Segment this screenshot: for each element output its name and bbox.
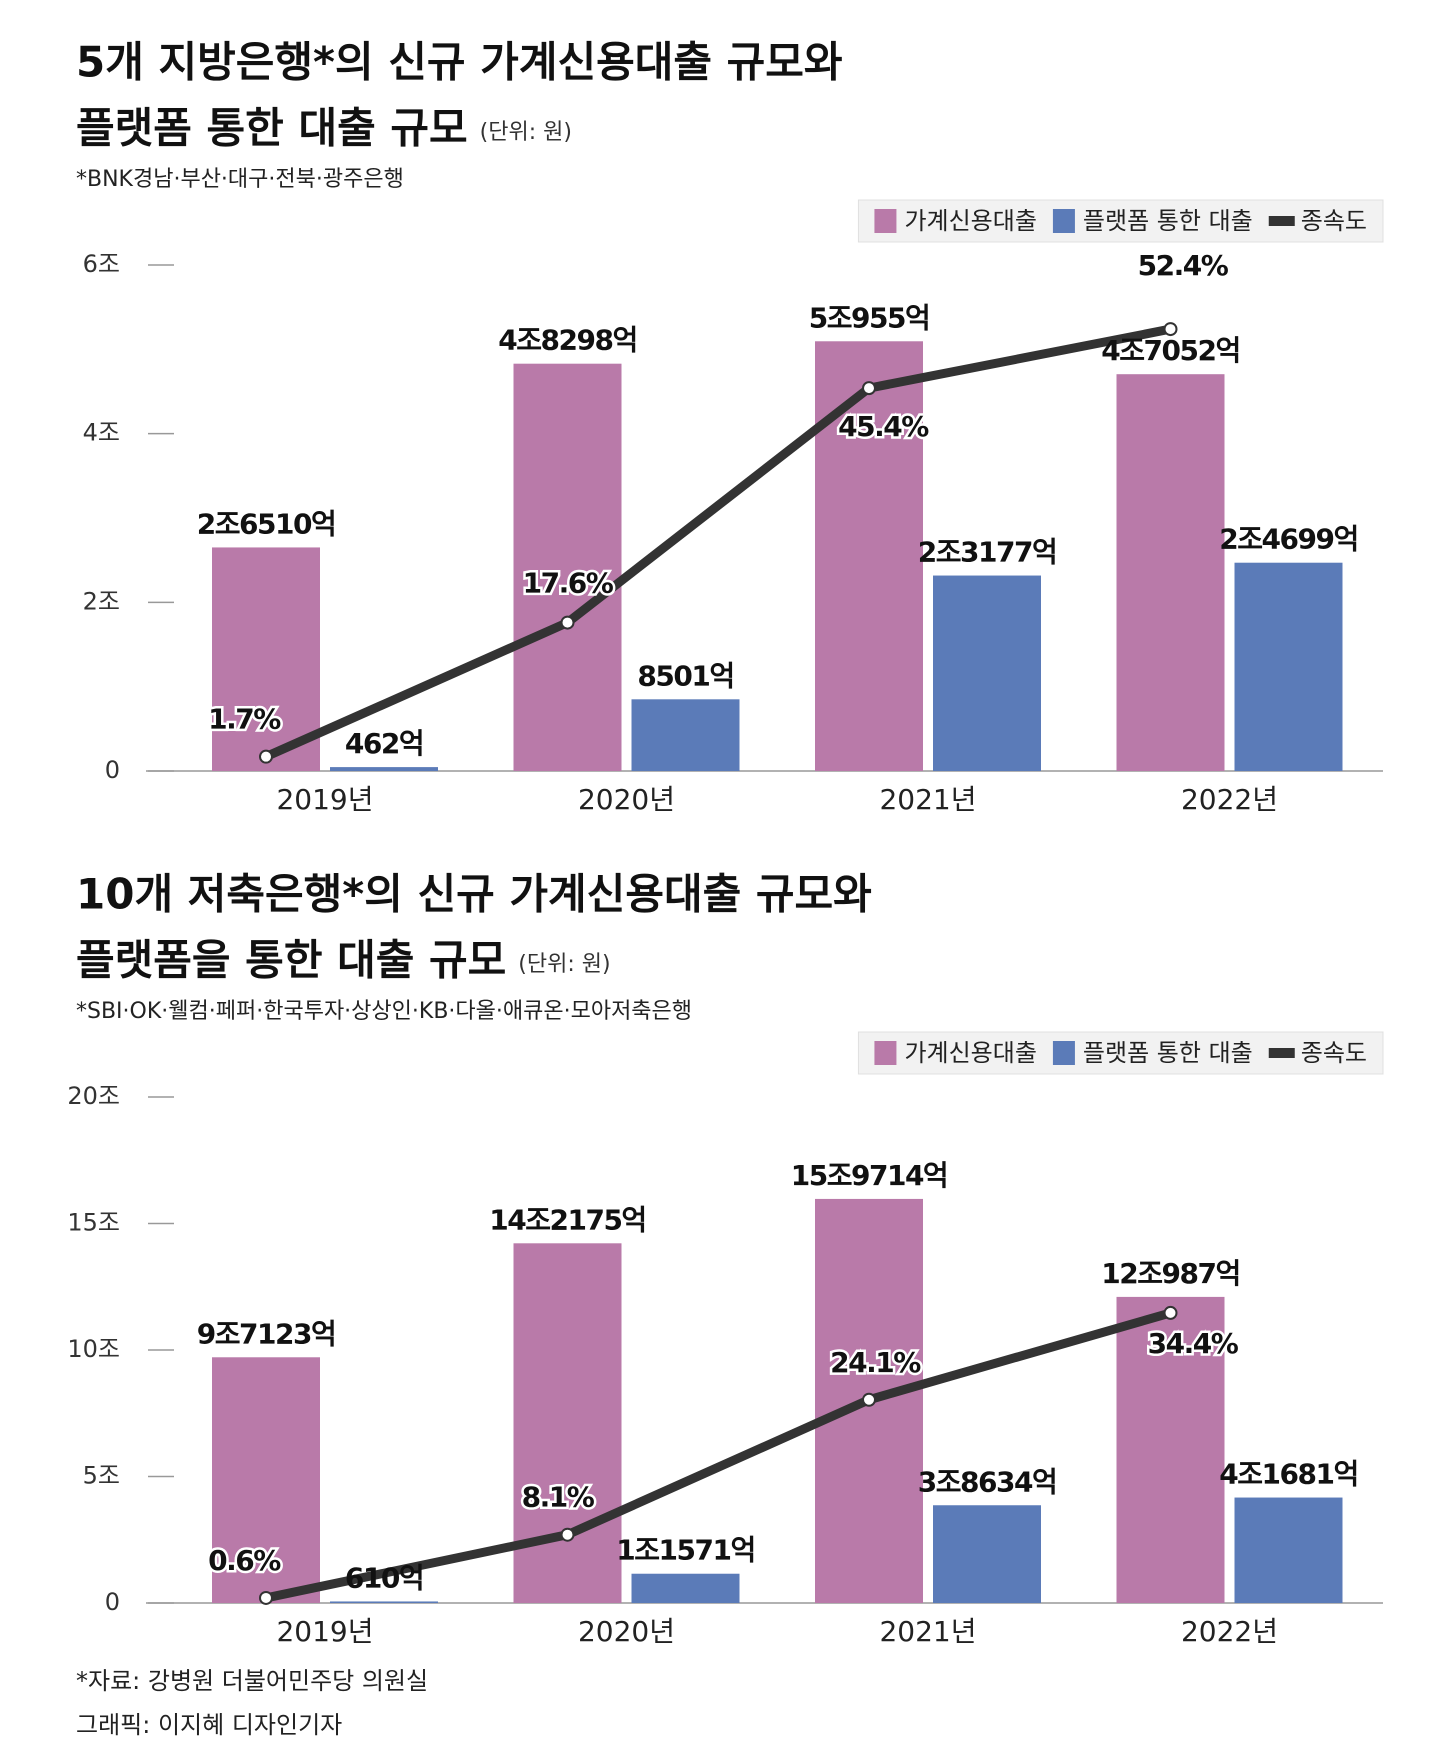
x-tick-label: 2019년 — [276, 783, 373, 816]
bar — [1116, 374, 1225, 771]
data-label: 34.4% — [1148, 1327, 1239, 1360]
x-tick-label: 2022년 — [1181, 1615, 1278, 1648]
data-label: 1.7% — [208, 703, 281, 736]
line-point — [1163, 1305, 1178, 1320]
bar — [631, 699, 740, 771]
y-tick-label: 5조 — [83, 1462, 120, 1490]
legend-swatch — [874, 1041, 897, 1065]
y-tick-label: 15조 — [67, 1209, 120, 1237]
data-label: 8.1% — [522, 1481, 595, 1514]
legend-label: 플랫폼 통한 대출 — [1083, 1039, 1253, 1067]
chart-title: 플랫폼을 통한 대출 규모 — [76, 936, 506, 985]
bar — [933, 1505, 1041, 1603]
data-label: 4조8298억 — [498, 324, 636, 357]
y-tick-label: 10조 — [67, 1335, 120, 1363]
data-label: 52.4% — [1138, 249, 1229, 282]
chart-title: 플랫폼 통한 대출 규모 — [76, 104, 468, 153]
x-tick-label: 2022년 — [1181, 783, 1278, 816]
legend-label: 종속도 — [1301, 1039, 1367, 1067]
data-label: 9조7123억 — [197, 1317, 335, 1350]
data-label: 610억 — [345, 1561, 423, 1594]
data-label: 462억 — [345, 727, 423, 760]
data-label: 4조7052억 — [1101, 334, 1239, 367]
bar — [330, 767, 438, 771]
data-label: 17.6% — [523, 567, 614, 600]
y-tick-label: 20조 — [67, 1082, 120, 1110]
legend-swatch — [1268, 216, 1295, 226]
line-point — [560, 615, 575, 630]
legend-swatch — [1052, 209, 1075, 233]
bar — [933, 575, 1041, 771]
data-label: 0.6% — [208, 1544, 281, 1577]
data-label: 4조1681억 — [1219, 1458, 1357, 1491]
legend-box — [857, 199, 1384, 243]
line-point — [560, 1527, 575, 1542]
legend-swatch — [874, 209, 897, 233]
x-tick-label: 2021년 — [879, 1615, 976, 1648]
data-label: 24.1% — [830, 1346, 921, 1379]
data-label: 2조4699억 — [1219, 523, 1357, 556]
unit: (단위: 원) — [518, 952, 610, 977]
legend-swatch — [1052, 1041, 1075, 1065]
data-label: 2조3177억 — [918, 536, 1056, 569]
bar — [1116, 1296, 1225, 1603]
y-tick-label: 0 — [105, 756, 120, 784]
x-tick-label: 2020년 — [578, 783, 675, 816]
chart-title: 5개 지방은행*의 신규 가계신용대출 규모와 — [76, 38, 843, 87]
line-point — [259, 1590, 273, 1605]
line — [261, 324, 1175, 762]
line-point — [1163, 322, 1178, 337]
x-tick-label: 2019년 — [276, 1615, 373, 1648]
note: *BNK경남·부산·대구·전북·광주은행 — [76, 167, 404, 192]
bar — [212, 1357, 320, 1603]
y-tick-label: 2조 — [83, 587, 120, 615]
legend-box — [857, 1031, 1384, 1075]
bar — [513, 363, 622, 771]
data-label: 12조987억 — [1101, 1257, 1239, 1290]
legend-label: 가계신용대출 — [904, 1039, 1036, 1067]
bar — [815, 341, 923, 771]
bar — [212, 547, 320, 771]
legend: 가계신용대출 플랫폼 통한 대출 종속도 — [857, 199, 1384, 243]
data-label: 1조1571억 — [616, 1534, 754, 1567]
line — [261, 1308, 1175, 1603]
unit: (단위: 원) — [480, 120, 572, 145]
data-label: 5조955억 — [809, 301, 929, 334]
data-label: 2조6510억 — [197, 507, 335, 540]
bar — [1234, 562, 1343, 771]
y-tick-label: 6조 — [83, 250, 120, 278]
x-tick-label: 2020년 — [578, 1615, 675, 1648]
legend-swatch — [1268, 1048, 1295, 1058]
source: *자료: 강병원 더불어민주당 의원실 — [76, 1667, 428, 1695]
legend-label: 가계신용대출 — [904, 207, 1036, 235]
y-tick-label: 4조 — [83, 419, 120, 447]
credit: 그래픽: 이지혜 디자인기자 — [76, 1711, 342, 1739]
legend-label: 종속도 — [1301, 207, 1367, 235]
line-point — [259, 749, 273, 764]
bar — [513, 1243, 622, 1603]
bar — [631, 1573, 740, 1603]
data-label: 15조9714억 — [791, 1159, 947, 1192]
chart-title: 10개 저축은행*의 신규 가계신용대출 규모와 — [76, 870, 872, 919]
data-label: 8501억 — [637, 659, 733, 692]
line-point — [862, 1392, 876, 1407]
bar — [1234, 1497, 1343, 1603]
data-label: 45.4% — [838, 410, 929, 443]
data-label: 14조2175억 — [489, 1203, 645, 1236]
x-tick-label: 2021년 — [879, 783, 976, 816]
note: *SBI·OK·웰컴·페퍼·한국투자·상상인·KB·다올·애큐온·모아저축은행 — [76, 999, 692, 1024]
legend-label: 플랫폼 통한 대출 — [1083, 207, 1253, 235]
line-point — [862, 381, 876, 396]
bar — [330, 1601, 438, 1603]
y-tick-label: 0 — [105, 1588, 120, 1616]
legend: 가계신용대출 플랫폼 통한 대출 종속도 — [857, 1031, 1384, 1075]
data-label: 3조8634억 — [918, 1465, 1056, 1498]
